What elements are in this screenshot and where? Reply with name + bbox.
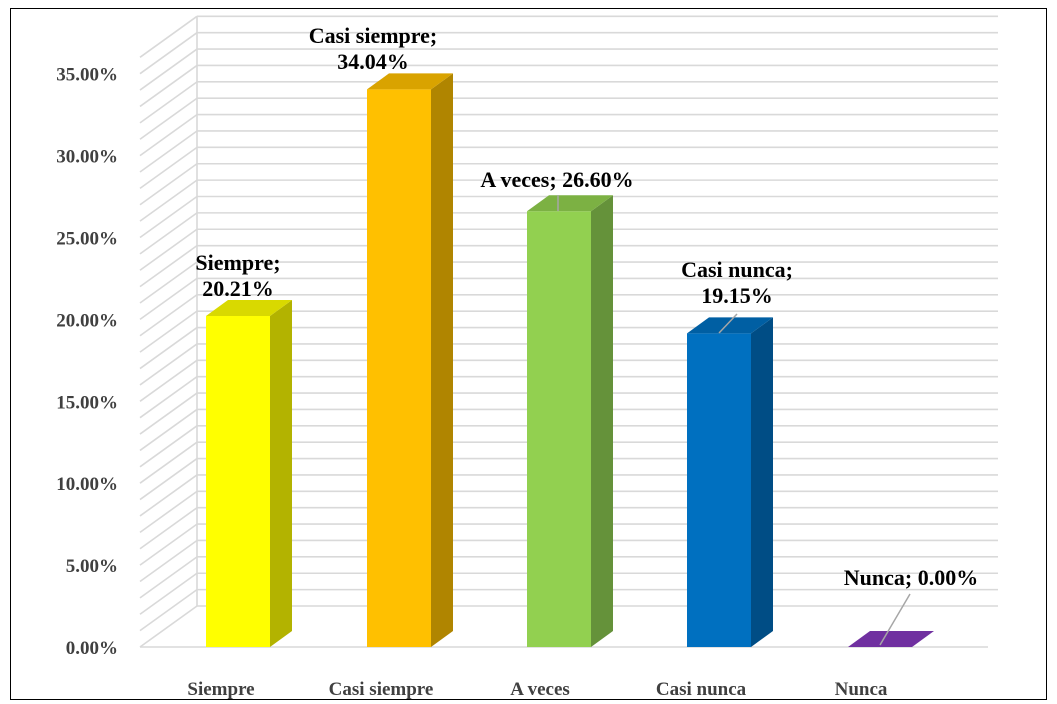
side-gridline xyxy=(139,163,198,206)
side-gridline xyxy=(139,457,198,501)
side-gridline xyxy=(139,130,198,173)
side-gridline xyxy=(139,408,198,452)
side-gridline xyxy=(139,343,198,386)
data-label-line: 34.04% xyxy=(337,49,409,74)
bar xyxy=(527,195,613,648)
side-gridline xyxy=(139,474,198,517)
bar-side xyxy=(751,317,773,647)
side-gridline xyxy=(139,48,198,91)
bar xyxy=(687,317,773,647)
side-gridline xyxy=(139,539,198,583)
x-category-label: Siempre xyxy=(187,679,254,700)
bar-top xyxy=(206,299,292,316)
bar-front xyxy=(367,89,431,647)
data-label: Siempre; 20.21% xyxy=(195,250,280,301)
side-gridline xyxy=(139,228,198,271)
side-gridline xyxy=(139,556,198,599)
bars-layer xyxy=(206,73,934,648)
bar-front xyxy=(206,315,270,647)
data-label: Casi siempre; 34.04% xyxy=(309,23,438,74)
side-gridline xyxy=(139,244,198,288)
data-label: Nunca; 0.00% xyxy=(844,565,978,590)
side-gridline xyxy=(139,212,198,255)
data-label-line: Casi siempre; xyxy=(309,23,438,48)
leader-lines xyxy=(557,195,911,646)
leader-line xyxy=(879,593,911,646)
x-category-label: Nunca xyxy=(835,679,888,700)
y-tick-label: 10.00% xyxy=(56,474,118,495)
side-gridline xyxy=(139,32,198,75)
side-gridline xyxy=(139,588,198,632)
x-category-label: Casi siempre xyxy=(329,679,434,700)
bar-top xyxy=(527,195,613,212)
data-label-line: 20.21% xyxy=(202,276,274,301)
side-gridline xyxy=(139,146,198,190)
side-gridline xyxy=(139,326,198,370)
side-gridline xyxy=(139,425,198,468)
y-tick-label: 35.00% xyxy=(56,65,118,86)
y-tick-label: 15.00% xyxy=(56,392,118,413)
side-gridline xyxy=(139,64,198,108)
side-gridline xyxy=(139,277,198,321)
side-gridline xyxy=(139,441,198,484)
x-category-label: Casi nunca xyxy=(656,679,747,700)
bar-top xyxy=(848,631,934,647)
side-gridline xyxy=(139,523,198,566)
side-gridline xyxy=(139,359,198,402)
side-gridline xyxy=(139,376,198,419)
y-axis-ticks: 0.00% 5.00% 10.00% 15.00% 20.00% 25.00% 30.00%… xyxy=(56,65,118,659)
x-axis-categories: Siempre Casi siempre A veces Casi nunca Nunc… xyxy=(187,679,887,700)
side-gridline xyxy=(139,261,198,304)
bar xyxy=(848,631,934,647)
bar-front xyxy=(687,333,751,647)
y-tick-label: 25.00% xyxy=(56,229,118,250)
side-gridline xyxy=(139,490,198,533)
y-tick-label: 0.00% xyxy=(66,638,118,659)
data-label: Casi nunca; 19.15% xyxy=(681,257,793,308)
bar-front xyxy=(527,211,591,648)
data-label-line: 19.15% xyxy=(701,283,773,308)
bar-side xyxy=(591,195,613,648)
leader-line xyxy=(718,313,738,334)
y-tick-label: 5.00% xyxy=(66,556,118,577)
x-category-label: A veces xyxy=(510,679,570,700)
side-gridline xyxy=(139,15,198,58)
y-tick-label: 30.00% xyxy=(56,147,118,168)
y-tick-label: 20.00% xyxy=(56,310,118,331)
bar-side xyxy=(431,73,453,647)
side-gridline xyxy=(139,392,198,435)
side-gridline xyxy=(139,179,198,222)
bar-top xyxy=(367,73,453,90)
side-gridline xyxy=(139,605,198,648)
side-gridline xyxy=(139,310,198,353)
side-gridline xyxy=(139,572,198,615)
side-gridline xyxy=(139,294,198,337)
data-label: A veces; 26.60% xyxy=(480,167,633,192)
side-gridline xyxy=(139,507,198,550)
bar xyxy=(206,299,292,647)
side-gridline xyxy=(139,81,198,124)
bar-top xyxy=(687,317,773,334)
bar-side xyxy=(270,299,292,647)
data-label-line: Siempre; xyxy=(195,250,280,275)
data-label-line: Nunca; 0.00% xyxy=(844,565,978,590)
data-label-line: Casi nunca; xyxy=(681,257,793,282)
side-gridline xyxy=(139,113,198,157)
data-labels: Siempre; 20.21% Casi siempre; 34.04% A veces… xyxy=(195,23,978,590)
side-gridline xyxy=(139,97,198,140)
data-label-line: A veces; 26.60% xyxy=(480,167,633,192)
bar xyxy=(367,73,453,647)
side-gridline xyxy=(139,195,198,239)
